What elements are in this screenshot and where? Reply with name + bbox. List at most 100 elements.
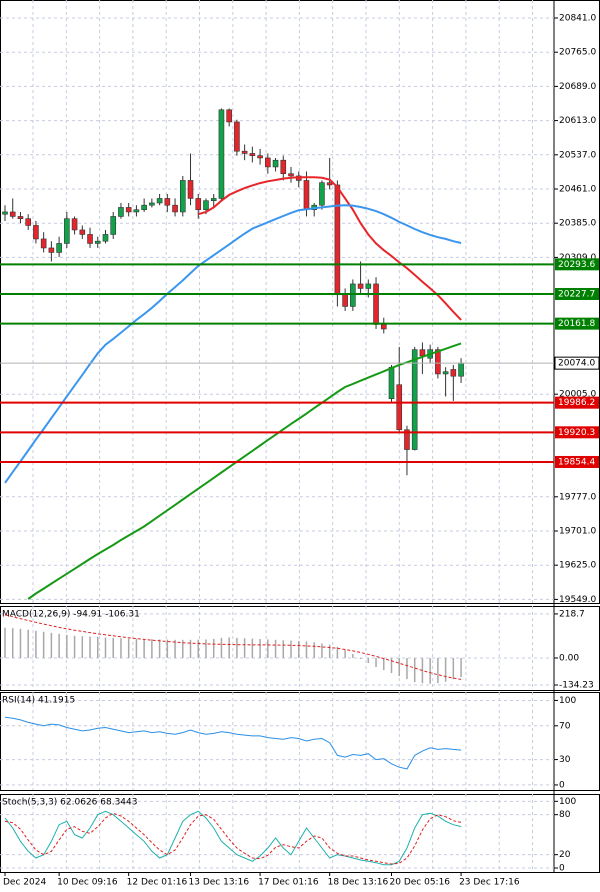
candle-body [125, 207, 132, 213]
y-tick-label: 20689.0 [559, 82, 596, 92]
candle-body [334, 184, 341, 296]
candle-body [265, 157, 271, 168]
candle-body [442, 371, 449, 375]
candle-body [419, 349, 426, 357]
candle-body [210, 198, 217, 201]
moving-average [4, 204, 462, 484]
level-box [555, 426, 599, 439]
indicator-title: Stoch(5,3,3) 62.0626 68.3443 [2, 798, 137, 808]
moving-average [27, 342, 462, 600]
indicator-title: MACD(12,26,9) -94.91 -106.31 [2, 610, 140, 620]
candle-body [272, 159, 279, 168]
candle-body [2, 211, 8, 215]
candle-body [249, 153, 256, 156]
candle-body [25, 218, 31, 226]
y-tick-label: -134.23 [559, 681, 594, 691]
y-tick-label: 20613.0 [559, 116, 596, 126]
candle-body [94, 240, 101, 244]
y-tick-label: 20841.0 [559, 14, 596, 24]
indicator-line [4, 810, 462, 866]
candle-body [102, 234, 109, 242]
candle-body [458, 362, 464, 377]
y-tick-label: 20005.0 [559, 390, 596, 400]
candle-body [79, 229, 86, 235]
candle-body [288, 173, 294, 177]
candle-body [226, 109, 232, 123]
candle-body [357, 283, 364, 289]
indicator-line [4, 812, 462, 865]
level-label: 20227.7 [558, 289, 595, 299]
candle-body [396, 384, 403, 431]
candle-body [319, 182, 325, 206]
candle-body [365, 283, 372, 289]
y-tick-label: 0 [559, 864, 565, 874]
x-tick-label: 20 Dec 05:16 [390, 878, 451, 888]
candle-body [118, 207, 124, 217]
y-tick-label: 100 [559, 797, 576, 807]
x-tick-label: Dec 2024 [3, 878, 46, 888]
level-box [555, 258, 599, 271]
x-tick-label: 18 Dec 13:16 [328, 878, 389, 888]
candle-body [56, 243, 62, 253]
candle-body [195, 198, 202, 210]
level-box [555, 287, 599, 300]
candle-body [48, 247, 55, 253]
y-tick-label: 19549.0 [559, 595, 596, 605]
x-tick-label: 17 Dec 01:16 [258, 878, 319, 888]
y-tick-label: 20 [559, 850, 571, 860]
level-label: 20161.8 [558, 319, 595, 329]
candle-body [149, 202, 155, 206]
x-tick-label: 23 Dec 17:16 [459, 878, 520, 888]
candle-body [241, 150, 248, 154]
y-tick-label: 70 [559, 721, 571, 731]
level-label: 19920.3 [558, 428, 595, 438]
candle-body [179, 180, 186, 213]
candle-body [303, 180, 310, 210]
y-tick-label: 20537.0 [559, 150, 596, 160]
panel-frame [0, 0, 600, 604]
candle-body [40, 238, 47, 249]
candle-body [342, 294, 348, 307]
candle-body [326, 182, 333, 186]
candle-body [17, 216, 24, 219]
last-price-label: 20074.0 [558, 359, 595, 369]
candle-body [373, 283, 379, 325]
moving-average [198, 176, 462, 321]
candle-body [141, 204, 147, 210]
y-tick-label: 19701.0 [559, 527, 596, 537]
level-box [555, 317, 599, 330]
candle-body [133, 209, 140, 213]
candle-body [280, 159, 287, 174]
candle-body [156, 198, 163, 204]
x-tick-label: 13 Dec 13:16 [189, 878, 250, 888]
candle-body [350, 283, 356, 307]
signal-line [4, 614, 462, 680]
y-tick-label: 20461.0 [559, 185, 596, 195]
y-tick-label: 19625.0 [559, 561, 596, 571]
last-price-box [554, 356, 600, 370]
level-label: 19854.4 [558, 457, 595, 467]
y-tick-label: 19777.0 [559, 492, 596, 502]
candle-body [435, 349, 441, 375]
x-tick-label: 10 Dec 09:16 [57, 878, 118, 888]
level-label: 19986.2 [558, 398, 595, 408]
y-tick-label: 218.7 [559, 609, 585, 619]
y-tick-label: 30 [559, 755, 571, 765]
candle-body [450, 369, 457, 377]
y-tick-label: 0 [559, 780, 565, 790]
panel-frame [0, 692, 600, 791]
candle-body [411, 349, 418, 450]
candle-body [404, 429, 410, 450]
candle-body [380, 324, 387, 330]
level-label: 20293.6 [558, 260, 595, 270]
candle-body [110, 216, 117, 235]
candle-body [9, 211, 16, 217]
candle-body [257, 155, 263, 159]
candle-body [64, 218, 70, 244]
candle-body [388, 366, 395, 400]
y-tick-label: 80 [559, 810, 571, 820]
indicator-line [4, 716, 462, 770]
level-box [555, 396, 599, 409]
candle-body [172, 204, 178, 213]
